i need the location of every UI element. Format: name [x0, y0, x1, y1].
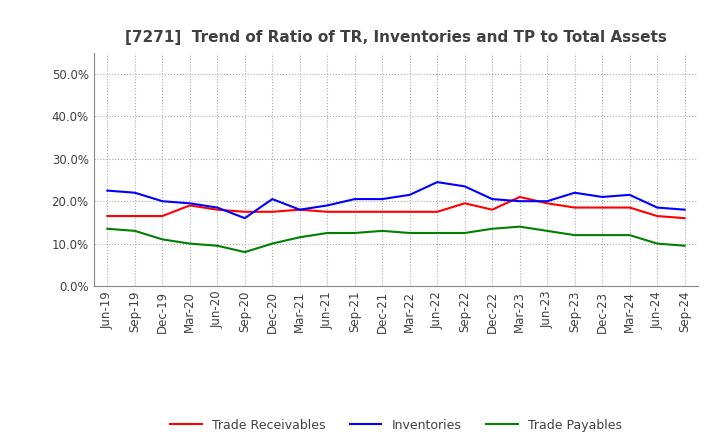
Trade Receivables [433, 209, 441, 214]
Inventories [158, 198, 166, 204]
Line: Inventories: Inventories [107, 182, 685, 218]
Trade Payables [543, 228, 552, 234]
Trade Receivables [378, 209, 387, 214]
Trade Payables [653, 241, 662, 246]
Inventories [680, 207, 689, 213]
Inventories [433, 180, 441, 185]
Trade Payables [323, 231, 332, 236]
Inventories [351, 196, 359, 202]
Trade Payables [516, 224, 524, 229]
Trade Receivables [626, 205, 634, 210]
Inventories [213, 205, 222, 210]
Trade Payables [680, 243, 689, 248]
Inventories [488, 196, 497, 202]
Trade Receivables [653, 213, 662, 219]
Trade Payables [351, 231, 359, 236]
Inventories [130, 190, 139, 195]
Trade Payables [213, 243, 222, 248]
Line: Trade Payables: Trade Payables [107, 227, 685, 252]
Inventories [653, 205, 662, 210]
Inventories [268, 196, 276, 202]
Inventories [378, 196, 387, 202]
Trade Receivables [351, 209, 359, 214]
Trade Payables [158, 237, 166, 242]
Inventories [186, 201, 194, 206]
Trade Payables [378, 228, 387, 234]
Inventories [570, 190, 579, 195]
Trade Payables [268, 241, 276, 246]
Trade Payables [295, 235, 304, 240]
Legend: Trade Receivables, Inventories, Trade Payables: Trade Receivables, Inventories, Trade Pa… [166, 414, 626, 436]
Inventories [103, 188, 112, 193]
Trade Payables [626, 232, 634, 238]
Trade Receivables [405, 209, 414, 214]
Trade Receivables [240, 209, 249, 214]
Trade Receivables [680, 216, 689, 221]
Trade Payables [405, 231, 414, 236]
Trade Receivables [130, 213, 139, 219]
Trade Receivables [323, 209, 332, 214]
Title: [7271]  Trend of Ratio of TR, Inventories and TP to Total Assets: [7271] Trend of Ratio of TR, Inventories… [125, 29, 667, 45]
Inventories [598, 194, 606, 200]
Trade Receivables [488, 207, 497, 213]
Inventories [516, 198, 524, 204]
Trade Payables [103, 226, 112, 231]
Inventories [543, 198, 552, 204]
Trade Receivables [268, 209, 276, 214]
Trade Payables [433, 231, 441, 236]
Trade Payables [460, 231, 469, 236]
Trade Payables [570, 232, 579, 238]
Trade Receivables [158, 213, 166, 219]
Trade Receivables [213, 207, 222, 213]
Trade Receivables [103, 213, 112, 219]
Line: Trade Receivables: Trade Receivables [107, 197, 685, 218]
Inventories [626, 192, 634, 198]
Trade Receivables [295, 207, 304, 213]
Trade Payables [598, 232, 606, 238]
Trade Payables [130, 228, 139, 234]
Inventories [405, 192, 414, 198]
Inventories [240, 216, 249, 221]
Inventories [323, 203, 332, 208]
Trade Receivables [186, 203, 194, 208]
Trade Receivables [598, 205, 606, 210]
Inventories [295, 207, 304, 213]
Trade Receivables [460, 201, 469, 206]
Trade Receivables [570, 205, 579, 210]
Trade Receivables [543, 201, 552, 206]
Inventories [460, 184, 469, 189]
Trade Receivables [516, 194, 524, 200]
Trade Payables [488, 226, 497, 231]
Trade Payables [240, 249, 249, 255]
Trade Payables [186, 241, 194, 246]
